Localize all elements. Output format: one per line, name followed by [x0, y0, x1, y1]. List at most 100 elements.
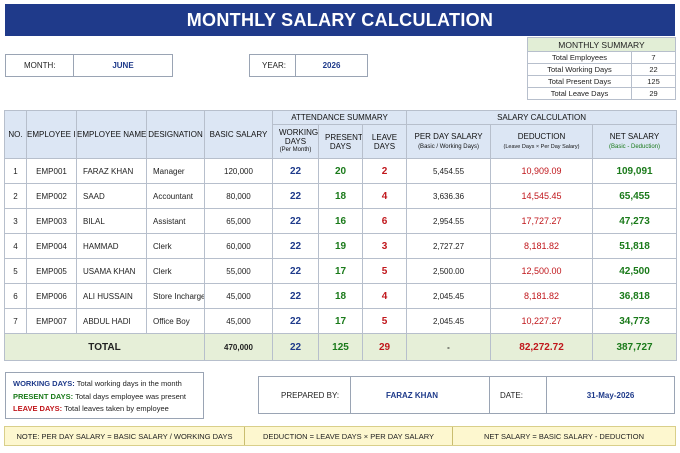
cell-employee-name: FARAZ KHAN	[76, 158, 147, 184]
cell-employee-name: USAMA KHAN	[76, 258, 147, 284]
cell-leave-days: 4	[361, 183, 408, 209]
date-value[interactable]: 31-May-2026	[586, 390, 635, 400]
formula-notes: NOTE: PER DAY SALARY = BASIC SALARY / WO…	[4, 426, 676, 446]
total-net-salary: 387,727	[592, 333, 678, 361]
header-per-day-sub: (Basic / Working Days)	[418, 143, 479, 150]
legend-key: WORKING DAYS:	[13, 379, 75, 388]
cell-net-salary: 42,500	[592, 258, 678, 284]
cell-basic-salary: 60,000	[204, 233, 273, 259]
total-working-days: 22	[272, 333, 319, 361]
note-deduction-formula: DEDUCTION = LEAVE DAYS × PER DAY SALARY	[245, 427, 453, 445]
cell-employee-id: EMP001	[26, 158, 77, 184]
cell-no: 1	[4, 158, 27, 184]
cell-leave-days: 2	[361, 158, 408, 184]
cell-per-day-salary: 2,045.45	[406, 283, 492, 309]
cell-per-day-salary: 2,954.55	[406, 208, 492, 234]
legend-box: WORKING DAYS: Total working days in the …	[5, 372, 204, 419]
cell-designation: Clerk	[146, 258, 205, 284]
legend-text: Total working days in the month	[76, 379, 182, 388]
cell-per-day-salary: 3,636.36	[406, 183, 492, 209]
summary-value: 29	[631, 87, 676, 100]
month-label: MONTH:	[6, 55, 74, 76]
cell-deduction: 14,545.45	[490, 183, 594, 209]
cell-deduction: 10,227.27	[490, 308, 594, 334]
summary-value: 22	[631, 63, 676, 76]
table-row[interactable]: 1 EMP001 FARAZ KHAN Manager 120,000 22 2…	[4, 158, 678, 184]
table-row[interactable]: 5 EMP005 USAMA KHAN Clerk 55,000 22 17 5…	[4, 258, 678, 284]
cell-present-days: 17	[318, 258, 363, 284]
summary-label: Total Working Days	[527, 63, 632, 76]
table-row[interactable]: 4 EMP004 HAMMAD Clerk 60,000 22 19 3 2,7…	[4, 233, 678, 259]
cell-per-day-salary: 2,727.27	[406, 233, 492, 259]
table-row[interactable]: 3 EMP003 BILAL Assistant 65,000 22 16 6 …	[4, 208, 678, 234]
month-field[interactable]: MONTH: JUNE	[5, 54, 173, 77]
cell-deduction: 17,727.27	[490, 208, 594, 234]
header-working-days: WORKING DAYS (Per Month)	[272, 124, 319, 159]
year-field[interactable]: YEAR: 2026	[249, 54, 368, 77]
cell-designation: Assistant	[146, 208, 205, 234]
header-present-days: PRESENT DAYS	[318, 124, 363, 159]
cell-designation: Manager	[146, 158, 205, 184]
note-net-salary-formula: NET SALARY = BASIC SALARY - DEDUCTION	[484, 431, 644, 441]
page-title: MONTHLY SALARY CALCULATION	[5, 4, 675, 36]
salary-table: NO. EMPLOYEE ID EMPLOYEE NAME DESIGNATIO…	[4, 110, 678, 361]
header-basic-salary: BASIC SALARY	[204, 110, 273, 159]
header-per-day-salary: PER DAY SALARY (Basic / Working Days)	[406, 124, 492, 159]
legend-key: LEAVE DAYS:	[13, 404, 63, 413]
cell-leave-days: 4	[361, 283, 408, 309]
cell-working-days: 22	[272, 308, 319, 334]
cell-deduction: 10,909.09	[490, 158, 594, 184]
cell-employee-name: HAMMAD	[76, 233, 147, 259]
cell-no: 7	[4, 308, 27, 334]
legend-present-days: PRESENT DAYS: Total days employee was pr…	[13, 391, 196, 404]
cell-employee-id: EMP004	[26, 233, 77, 259]
cell-employee-name: ALI HUSSAIN	[76, 283, 147, 309]
cell-employee-id: EMP006	[26, 283, 77, 309]
cell-net-salary: 34,773	[592, 308, 678, 334]
header-deduction-label: DEDUCTION	[517, 131, 566, 141]
prepared-by-value[interactable]: FARAZ KHAN	[386, 390, 438, 400]
cell-net-salary: 65,455	[592, 183, 678, 209]
summary-value: 125	[631, 75, 676, 88]
summary-label: Total Present Days	[527, 75, 632, 88]
table-row[interactable]: 2 EMP002 SAAD Accountant 80,000 22 18 4 …	[4, 183, 678, 209]
cell-basic-salary: 45,000	[204, 308, 273, 334]
legend-leave-days: LEAVE DAYS: Total leaves taken by employ…	[13, 403, 196, 416]
cell-deduction: 8,181.82	[490, 233, 594, 259]
cell-present-days: 16	[318, 208, 363, 234]
total-per-day-salary: -	[406, 333, 492, 361]
cell-basic-salary: 55,000	[204, 258, 273, 284]
table-row[interactable]: 6 EMP006 ALI HUSSAIN Store Incharge 45,0…	[4, 283, 678, 309]
cell-working-days: 22	[272, 233, 319, 259]
legend-text: Total leaves taken by employee	[64, 404, 169, 413]
cell-working-days: 22	[272, 258, 319, 284]
total-label: TOTAL	[4, 333, 205, 361]
cell-no: 6	[4, 283, 27, 309]
table-row[interactable]: 7 EMP007 ABDUL HADI Office Boy 45,000 22…	[4, 308, 678, 334]
cell-employee-id: EMP002	[26, 183, 77, 209]
legend-text: Total days employee was present	[75, 391, 187, 401]
cell-employee-name: ABDUL HADI	[76, 308, 147, 334]
month-value: JUNE	[112, 61, 134, 70]
cell-basic-salary: 120,000	[204, 158, 273, 184]
cell-leave-days: 3	[361, 233, 408, 259]
legend-working-days: WORKING DAYS: Total working days in the …	[13, 378, 196, 391]
cell-no: 5	[4, 258, 27, 284]
header-leave-days: LEAVE DAYS	[361, 124, 408, 159]
cell-present-days: 18	[318, 283, 363, 309]
cell-net-salary: 109,091	[592, 158, 678, 184]
cell-designation: Clerk	[146, 233, 205, 259]
cell-deduction: 8,181.82	[490, 283, 594, 309]
header-working-days-label: WORKING DAYS	[279, 128, 319, 146]
cell-working-days: 22	[272, 158, 319, 184]
cell-deduction: 12,500.00	[490, 258, 594, 284]
cell-no: 3	[4, 208, 27, 234]
header-net-sub: (Basic - Deduction)	[609, 143, 661, 150]
summary-label: Total Leave Days	[527, 87, 632, 100]
cell-no: 2	[4, 183, 27, 209]
summary-label: Total Employees	[527, 51, 632, 64]
cell-employee-id: EMP003	[26, 208, 77, 234]
cell-leave-days: 5	[361, 258, 408, 284]
summary-value: 7	[631, 51, 676, 64]
total-leave-days: 29	[361, 333, 408, 361]
